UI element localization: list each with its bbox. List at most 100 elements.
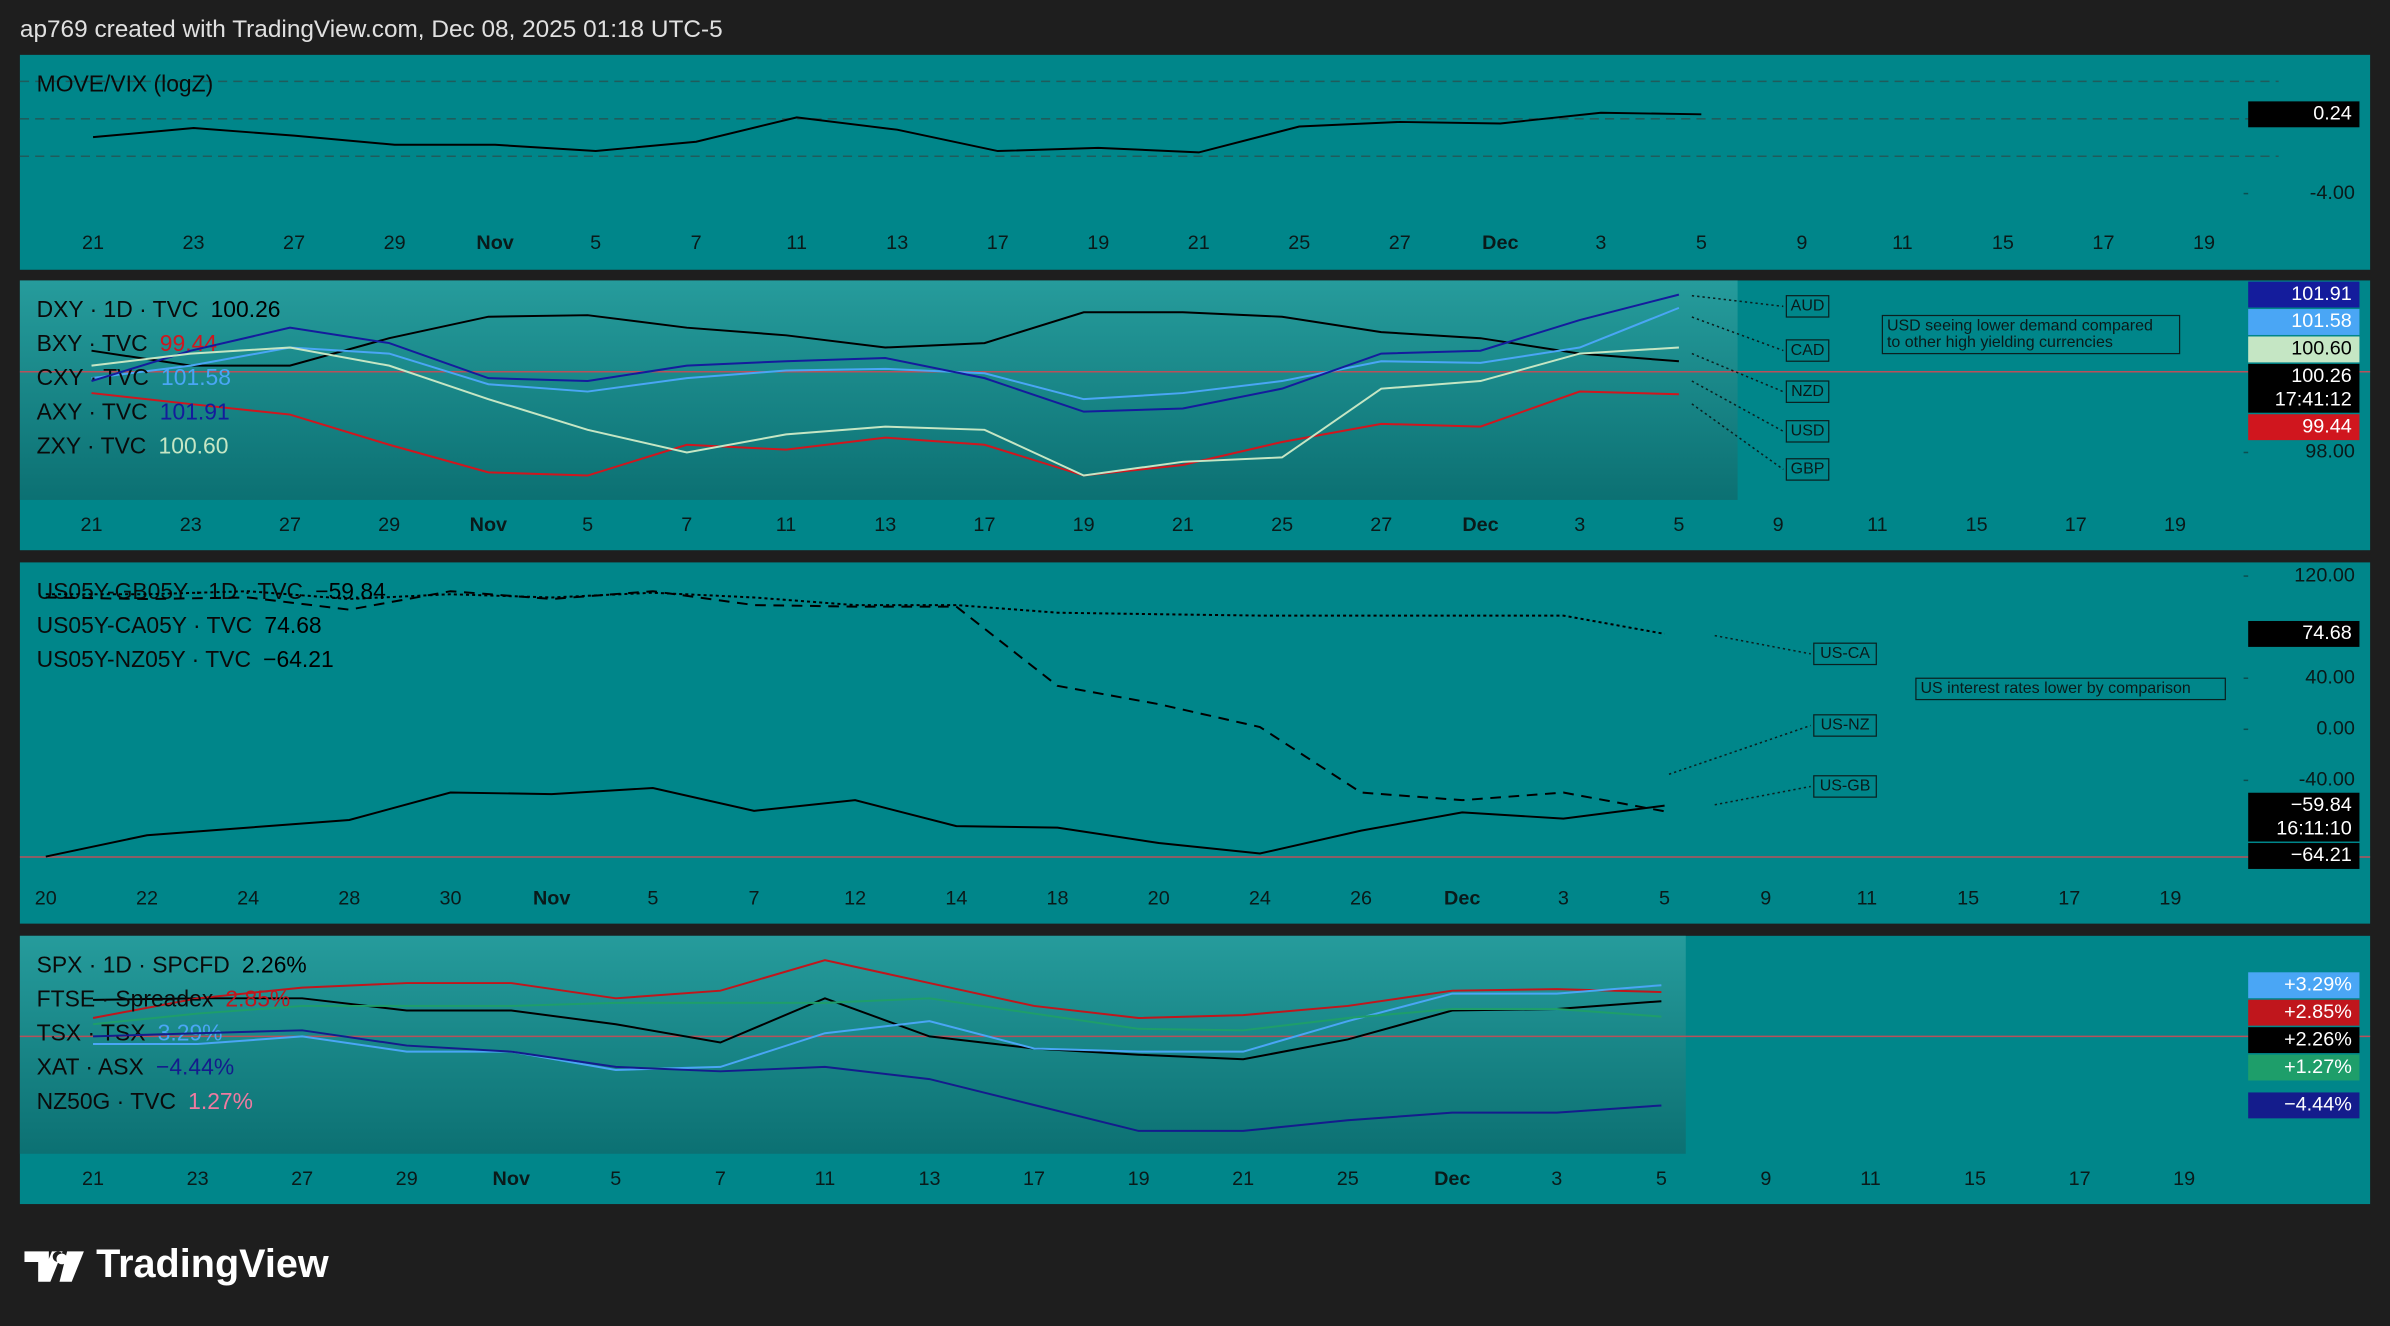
x-tick-label: 5: [1656, 1168, 1667, 1190]
x-tick-label: 18: [1047, 887, 1069, 909]
logo-mark: [59, 1251, 84, 1282]
x-tick-label: Dec: [1444, 887, 1480, 909]
price-box-label: −4.44%: [2284, 1094, 2352, 1116]
note-box: [1915, 677, 2226, 701]
x-tick-label: 19: [2173, 1168, 2195, 1190]
x-tick-label: 17: [2058, 887, 2080, 909]
legend-entry: AXY · TVC 101.91: [37, 398, 230, 424]
x-tick-label: 3: [1574, 514, 1585, 536]
legend-value: 100.26: [211, 296, 281, 322]
x-tick-label: 11: [786, 232, 807, 254]
x-tick-label: 23: [187, 1168, 209, 1190]
chart-panel: -4.00 21 23 27 29 Nov 5 7 11 13 17 19 21 25 27 Dec 3 5 9 11…: [19, 54, 2371, 270]
x-tick-label: Nov: [476, 232, 513, 254]
price-box-label: +2.26%: [2284, 1028, 2352, 1050]
price-box: [2248, 336, 2360, 363]
legend-name: DXY · 1D · TVC: [37, 296, 199, 322]
series-line: [93, 997, 1662, 1061]
chart-panel: 21 23 27 29 Nov 5 7 11 13 17 19 21 25 Dec 3 5 9 11 15 17 19 S…: [19, 935, 2371, 1205]
price-box-label: 100.60: [2291, 338, 2352, 360]
price-box-label: 74.68: [2302, 622, 2352, 644]
x-tick-label: 23: [183, 232, 205, 254]
annotation-box: [1785, 339, 1830, 362]
annotation-label: US-NZ: [1821, 717, 1870, 734]
chart-panel: 98.00 21 23 27 29 Nov 5 7 11 13 17 19 21 25 27 Dec 3 5 9 11…: [19, 280, 2371, 551]
annotation-label: US-CA: [1820, 645, 1870, 662]
x-tick-label: Dec: [1434, 1168, 1470, 1190]
x-tick-label: 15: [1964, 1168, 1986, 1190]
price-box-label: 100.26: [2291, 365, 2352, 387]
x-tick-label: 19: [1087, 232, 1109, 254]
legend-name: ZXY · TVC: [37, 433, 147, 459]
x-tick-label: 9: [1760, 887, 1771, 909]
legend-value: −4.44%: [156, 1054, 234, 1080]
x-tick-label: 21: [1172, 514, 1194, 536]
x-tick-label: 7: [681, 514, 692, 536]
x-tick-label: 24: [1249, 887, 1271, 909]
legend-entry: US05Y-NZ05Y · TVC −64.21: [37, 646, 334, 672]
price-box-label: −64.21: [2291, 844, 2352, 866]
x-tick-label: 5: [1696, 232, 1707, 254]
x-tick-label: 27: [291, 1168, 313, 1190]
legend-entry: US05Y-GB05Y · 1D · TVC −59.84: [37, 578, 386, 604]
x-tick-label: 9: [1760, 1168, 1771, 1190]
x-tick-label: 27: [283, 232, 305, 254]
price-box-label: +3.29%: [2284, 973, 2352, 995]
brand-name: TradingView: [96, 1242, 329, 1286]
legend-name: FTSE · Spreadex: [37, 985, 214, 1011]
x-tick-label: 26: [1350, 887, 1372, 909]
annotation-box: [1785, 295, 1830, 318]
x-tick-label: 9: [1796, 232, 1807, 254]
legend-value: 100.60: [159, 433, 229, 459]
x-tick-label: 27: [1389, 232, 1411, 254]
legend-value: 74.68: [264, 612, 321, 638]
x-tick-label: 7: [691, 232, 702, 254]
legend-name: XAT · ASX: [37, 1054, 144, 1080]
x-tick-label: 21: [81, 514, 103, 536]
x-tick-label: 29: [396, 1168, 418, 1190]
legend-entry: XAT · ASX −4.44%: [37, 1054, 235, 1080]
legend-entry: DXY · 1D · TVC 100.26: [37, 296, 281, 322]
x-tick-label: 11: [815, 1168, 836, 1190]
legend-name: SPX · 1D · SPCFD: [37, 951, 230, 977]
legend-value: −59.84: [315, 578, 386, 604]
x-tick-label: 11: [1857, 887, 1878, 909]
x-tick-label: 15: [1992, 232, 2014, 254]
legend-value: 2.26%: [242, 951, 307, 977]
annotation-arrow: [1691, 352, 1784, 393]
x-tick-label: 25: [1271, 514, 1293, 536]
x-tick-label: 17: [1023, 1168, 1045, 1190]
note-text: USD seeing lower demand compared: [1887, 317, 2153, 334]
annotation-box: [1785, 380, 1830, 403]
annotation-box: [1813, 642, 1877, 666]
price-box-label: 101.58: [2291, 310, 2352, 332]
x-tick-label: 29: [384, 232, 406, 254]
x-tick-label: 5: [1673, 514, 1684, 536]
series-line: [92, 959, 1662, 1019]
series-line: [45, 590, 1665, 813]
x-tick-label: 7: [749, 887, 760, 909]
x-tick-label: 13: [874, 514, 896, 536]
price-box: [2248, 363, 2360, 413]
legend-entry: NZ50G · TVC 1.27%: [37, 1088, 253, 1114]
legend-name: US05Y-NZ05Y · TVC: [37, 646, 251, 672]
annotation-arrow: [1714, 785, 1811, 806]
x-tick-label: 19: [2164, 514, 2186, 536]
annotation-box: [1785, 420, 1830, 443]
y-tick-label: 0.00: [2316, 718, 2355, 740]
annotation-label: AUD: [1791, 298, 1825, 315]
legend-entry: SPX · 1D · SPCFD 2.26%: [37, 951, 307, 977]
price-box: [2248, 1054, 2360, 1081]
x-tick-label: 27: [279, 514, 301, 536]
legend-value: 101.58: [161, 364, 231, 390]
x-tick-label: 5: [582, 514, 593, 536]
series-line: [93, 1029, 1662, 1132]
annotation-box: [1813, 714, 1877, 737]
series-line: [45, 590, 1665, 635]
price-box: [2248, 792, 2360, 842]
x-tick-label: 21: [1232, 1168, 1254, 1190]
price-box: [2248, 999, 2360, 1026]
x-tick-label: 11: [1860, 1168, 1881, 1190]
x-tick-label: 21: [82, 232, 104, 254]
